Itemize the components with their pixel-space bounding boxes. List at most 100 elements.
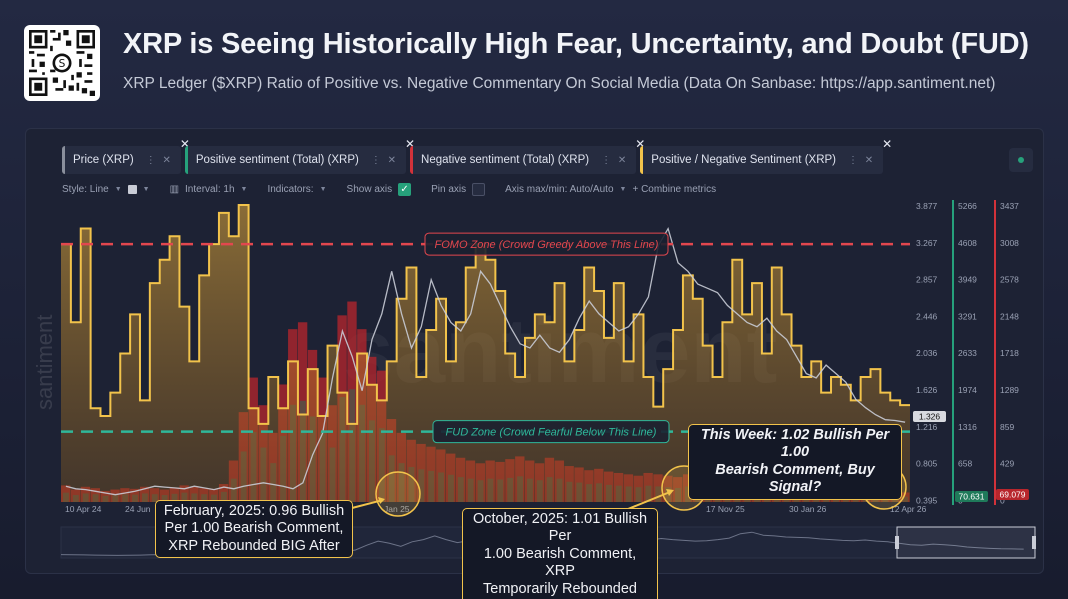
positive-axis-tick-label: 3949 [958,275,977,285]
metric-options-icon[interactable]: ⋮ ✕ [370,154,399,166]
price-axis-tick-label: 1.626 [916,385,938,395]
annotation-line: Bearish Comment, Buy Signal? [715,461,875,496]
axis-minmax-select[interactable]: Axis max/min: Auto/Auto [505,183,614,195]
x-axis-tick-label: 24 Jun [125,504,151,514]
metric-options-icon[interactable]: ⋮ ✕ [145,154,173,166]
positive-axis-tick-label: 2633 [958,348,977,358]
annotation-this-week: This Week: 1.02 Bullish Per 1.00 Bearish… [688,424,902,500]
positive-axis-tick-label: 4608 [958,238,977,248]
chevron-down-icon[interactable]: ▼ [619,185,627,193]
metric-options-icon[interactable]: ⋮ ✕ [601,154,629,166]
negative-axis-tick-label: 3008 [1000,238,1019,248]
qr-code-icon: S [29,30,95,96]
arrow-head-icon [378,497,385,504]
minimap-left-handle [895,536,899,549]
fud-zone-label-box [432,420,670,444]
page-title: XRP is Seeing Historically High Fear, Un… [123,28,1029,60]
annotation-oct-2025: October, 2025: 1.01 Bullish Per 1.00 Bea… [462,508,658,599]
annotation-arrow [627,491,671,510]
negative-axis-tick-label: 2148 [1000,311,1019,321]
chevron-down-icon[interactable]: ▼ [319,185,327,193]
pin-axis-checkbox[interactable] [472,182,486,196]
watermark-vertical: santiment [32,315,57,410]
metric-chip-positive[interactable]: Positive sentiment (Total) (XRP) ⋮ ✕ ✕ [184,137,415,174]
annotation-line: XRP Rebounded BIG After [168,537,340,554]
page-subtitle: XRP Ledger ($XRP) Ratio of Positive vs. … [123,75,996,92]
pin-axis-label: Pin axis [431,183,467,195]
positive-last-value-badge-text: 70.631 [959,492,985,502]
minimap-range-selector [896,526,1036,559]
price-axis-tick-label: 1.216 [916,422,938,432]
metric-chip-negative[interactable]: Negative sentiment (Total) (XRP) ⋮ ✕ ✕ [410,137,645,174]
positive-axis-tick-label: 1316 [958,422,977,432]
bar-chart-icon: ▥ [169,183,180,195]
annotation-arrow [351,499,384,509]
metric-chip-price[interactable]: Price (XRP) ⋮ ✕ ✕ [62,137,190,174]
metric-label: Positive / Negative Sentiment (XRP) [651,154,836,166]
x-axis-tick-label: 10 Apr 24 [65,504,102,514]
negative-sentiment-bar [297,322,308,502]
x-axis-tick-label: 17 Nov 25 [706,504,745,514]
metric-chip-ratio[interactable]: Positive / Negative Sentiment (XRP) ⋮ ✕ … [640,137,892,174]
show-axis-checkbox[interactable]: ✓ [398,182,412,196]
metric-options-icon[interactable]: ⋮ ✕ [848,154,876,166]
annotation-line: Temporarily Rebounded After [483,580,637,599]
fud-zone-label: FUD Zone (Crowd Fearful Below This Line) [446,427,657,439]
chevron-down-icon[interactable]: ▼ [142,185,150,193]
metrics-row: Price (XRP) ⋮ ✕ ✕ Positive sentiment (To… [62,137,892,174]
x-axis-tick-label: Jan 25 [384,504,410,514]
positive-axis-tick-label: 1974 [958,385,977,395]
show-axis-label: Show axis [346,183,393,195]
close-icon[interactable]: ✕ [179,137,190,151]
fomo-zone-label: FOMO Zone (Crowd Greedy Above This Line) [435,239,659,251]
chevron-down-icon[interactable]: ▼ [114,185,122,193]
price-last-value-badge-text: 1.326 [919,412,941,422]
negative-axis-tick-label: 859 [1000,422,1014,432]
positive-last-value-badge [955,491,988,502]
style-select[interactable]: Style: Line [62,183,109,195]
annotation-line: February, 2025: 0.96 Bullish [163,503,345,519]
status-indicator[interactable] [1009,148,1033,172]
price-axis-tick-label: 0.805 [916,459,938,469]
price-axis-tick-label: 2.036 [916,348,938,358]
price-axis-tick-label: 3.267 [916,238,938,248]
negative-axis-tick-label: 3437 [1000,201,1019,211]
close-icon[interactable]: ✕ [404,137,416,151]
price-axis-tick-label: 0.395 [916,495,938,505]
metric-label: Negative sentiment (Total) (XRP) [421,154,590,166]
negative-axis-tick-label: 2578 [1000,275,1019,285]
chevron-down-icon[interactable]: ▼ [240,185,248,193]
price-axis-tick-label: 2.446 [916,311,938,321]
highlight-circle [375,471,421,517]
price-axis-tick-label: 3.877 [916,201,938,211]
negative-axis-tick-label: 1718 [1000,348,1019,358]
combine-metrics-button[interactable]: + Combine metrics [632,183,717,195]
arrow-head-icon [666,489,674,496]
price-axis-tick-label: 2.857 [916,275,938,285]
x-axis-tick-label: 30 Jan 26 [789,504,827,514]
annotation-line: Per 1.00 Bearish Comment, [164,520,344,537]
x-axis-tick-label: 12 Apr 26 [890,504,927,514]
negative-sentiment-bar [347,301,357,502]
interval-select[interactable]: Interval: 1h [185,183,235,195]
qr-code: S [24,25,100,101]
annotation-line: This Week: 1.02 Bullish Per 1.00 [700,427,890,461]
color-swatch-icon[interactable] [127,184,137,194]
negative-last-value-badge-text: 69.079 [1000,490,1026,500]
close-icon[interactable]: ✕ [635,137,646,151]
fomo-zone-label-box [424,232,669,256]
positive-axis-tick-label: 658 [958,459,972,469]
price-last-value-badge [913,411,946,422]
negative-axis-tick-label: 1289 [1000,385,1019,395]
negative-last-value-badge [996,489,1029,500]
negative-axis-tick-label: 0 [1000,495,1005,505]
positive-axis-tick-label: 3291 [958,311,977,321]
price-series-line [65,226,906,496]
annotation-line: 1.00 Bearish Comment, XRP [483,545,637,580]
close-icon[interactable]: ✕ [882,137,893,151]
chart-toolbar: Style: Line ▼ ▼ ▥ Interval: 1h ▼ Indicat… [62,181,716,197]
positive-axis-tick-label: 5266 [958,201,977,211]
minimap-right-handle [1032,536,1036,549]
indicators-select[interactable]: Indicators: [267,183,314,195]
